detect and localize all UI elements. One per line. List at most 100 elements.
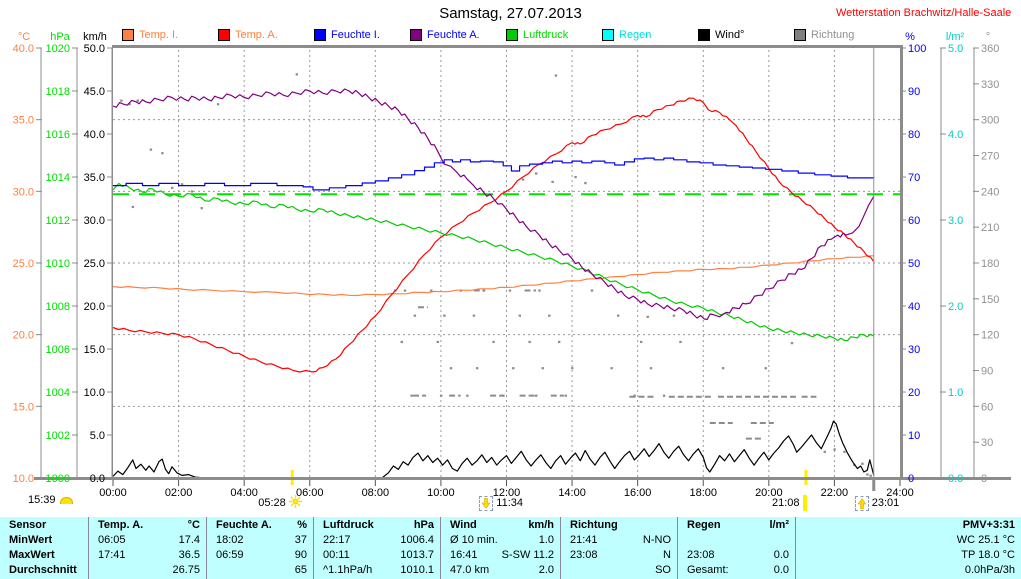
stats-cell-right: N — [663, 549, 671, 561]
stats-cell-right: S-SW 11.2 — [501, 549, 554, 561]
svg-text:%: % — [905, 31, 915, 43]
stats-cell: WC 25.1 °C — [796, 533, 1021, 548]
svg-text:14:00: 14:00 — [558, 487, 586, 499]
stats-cell-left: Ø 10 min. — [450, 534, 498, 546]
stats-cell: MinWert — [0, 533, 88, 548]
stats-cell-left: MinWert — [9, 534, 53, 546]
svg-text:22:00: 22:00 — [821, 487, 849, 499]
stats-cell-left: 16:41 — [450, 549, 478, 561]
svg-text:15.0: 15.0 — [13, 401, 34, 413]
legend-item-richtung: Richtung — [794, 29, 854, 41]
svg-text:240: 240 — [981, 186, 999, 198]
weather-chart: °C40.035.030.025.020.015.010.0hPa1020101… — [13, 31, 1011, 499]
svg-text:06:00: 06:00 — [296, 487, 324, 499]
stats-cell: 65 — [207, 563, 313, 578]
legend-label: Temp. I. — [139, 29, 179, 41]
stats-cell-right: °C — [187, 519, 200, 531]
event-tick-now — [872, 478, 876, 491]
stats-cell-right: 17.4 — [178, 534, 200, 546]
stats-cell-left: 23:08 — [687, 549, 715, 561]
svg-text:0: 0 — [908, 473, 914, 485]
arrow-down-icon — [479, 495, 494, 511]
svg-text:150: 150 — [981, 294, 999, 306]
stats-cell: Luftdruck hPa — [314, 518, 440, 533]
page-title: Samstag, 27.07.2013 — [439, 5, 582, 22]
legend-item-luftdruck: Luftdruck — [506, 29, 568, 41]
stats-col-feuchte-a: Feuchte A.% 18:02 37 06:59 90 65 — [206, 517, 313, 579]
sun-icon — [288, 495, 302, 511]
stats-cell-right: 1.0 — [538, 534, 554, 546]
svg-text:1016: 1016 — [46, 129, 70, 141]
svg-text:20: 20 — [908, 387, 920, 399]
svg-text:1010: 1010 — [46, 258, 70, 270]
stats-cell-right: 1006.4 — [400, 534, 434, 546]
svg-text:1006: 1006 — [46, 344, 70, 356]
stats-cell — [678, 533, 795, 548]
stats-cell: 23:08 0.0 — [678, 548, 795, 563]
square-icon — [802, 495, 807, 511]
legend-swatch-richtung — [794, 29, 806, 41]
svg-text:50: 50 — [908, 258, 920, 270]
svg-text:40: 40 — [908, 301, 920, 313]
stats-cell-right: SO — [655, 564, 671, 576]
svg-text:120: 120 — [981, 330, 999, 342]
corner-time: 15:39 — [28, 494, 73, 506]
legend-label: Feuchte I. — [331, 29, 380, 41]
svg-text:1004: 1004 — [46, 387, 70, 399]
stats-cell-left: Gesamt: — [687, 564, 729, 576]
stats-cell-right: TP 18.0 °C — [961, 549, 1015, 561]
stats-cell-right: PMV+3:31 — [962, 519, 1015, 531]
series-feuchte-i — [113, 157, 875, 191]
legend-item-temp-i: Temp. I. — [122, 29, 178, 41]
svg-text:1.0: 1.0 — [948, 387, 963, 399]
stats-cell-right: 1013.7 — [400, 549, 434, 561]
stats-cell-left: 23:08 — [570, 549, 598, 561]
stats-cell-right: 26.75 — [172, 564, 200, 576]
svg-text:4.0: 4.0 — [948, 129, 963, 141]
stats-cell-left: 06:05 — [98, 534, 126, 546]
stats-col-richtung: Richtung 21:41 N-NO 23:08 N SO — [560, 517, 677, 579]
svg-text:210: 210 — [981, 222, 999, 234]
stats-cell: Temp. A. °C — [89, 518, 206, 533]
svg-text:60: 60 — [981, 401, 993, 413]
svg-text:1000: 1000 — [46, 473, 70, 485]
svg-text:km/h: km/h — [83, 31, 107, 43]
stats-cell-right: 37 — [294, 534, 307, 546]
corner-time-label: 15:39 — [28, 494, 56, 506]
event-time-label: 11:34 — [496, 497, 524, 509]
stats-cell: Richtung — [561, 518, 677, 533]
svg-text:270: 270 — [981, 151, 999, 163]
stats-cell-left: MaxWert — [9, 549, 55, 561]
legend-swatch-regen — [602, 29, 614, 41]
series-temp-i — [112, 255, 874, 297]
svg-text:25.0: 25.0 — [13, 258, 34, 270]
axis-km-h: km/h50.0 45.0 40.0 35.0 30.0 25.0 20.0 15.0 10.0… — [83, 31, 113, 485]
stats-cell-right: 90 — [294, 549, 307, 561]
stats-cell: MaxWert — [0, 548, 88, 563]
svg-text:30.0: 30.0 — [13, 186, 34, 198]
legend-swatch-feuchte-a — [410, 29, 422, 41]
stats-cell: 18:02 37 — [207, 533, 313, 548]
stats-cell: Wind km/h — [441, 518, 560, 533]
stats-cell: 23:08 N — [561, 548, 677, 563]
svg-text:10.0: 10.0 — [13, 473, 34, 485]
stats-cell-left: Durchschnitt — [9, 564, 77, 576]
half-sun-icon — [59, 496, 73, 504]
stats-cell-left: 06:59 — [216, 549, 244, 561]
stats-cell: Sensor — [0, 518, 88, 533]
svg-text:300: 300 — [981, 115, 999, 127]
legend-swatch-luftdruck — [506, 29, 518, 41]
svg-text:100: 100 — [908, 43, 926, 55]
svg-text:40.0: 40.0 — [84, 129, 105, 141]
svg-text:3.0: 3.0 — [948, 215, 963, 227]
event-sunset: 21:08 — [772, 495, 807, 511]
event-time-label: 05:28 — [258, 497, 286, 509]
svg-text:16:00: 16:00 — [624, 487, 652, 499]
svg-text:20.0: 20.0 — [84, 301, 105, 313]
stats-cell-right: WC 25.1 °C — [956, 534, 1015, 546]
svg-text:30: 30 — [981, 437, 993, 449]
stats-cell: 06:05 17.4 — [89, 533, 206, 548]
stats-cell-right: N-NO — [642, 534, 671, 546]
stats-cell: SO — [561, 563, 677, 578]
